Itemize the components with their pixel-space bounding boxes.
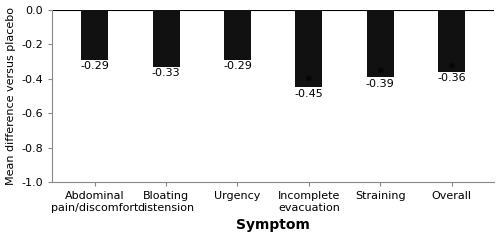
Bar: [224, 10, 251, 60]
Text: -0.29: -0.29: [80, 61, 109, 71]
Text: -0.29: -0.29: [223, 61, 252, 71]
Bar: [296, 10, 322, 87]
Text: *: *: [376, 67, 384, 82]
Text: -0.33: -0.33: [152, 68, 180, 78]
Bar: [81, 10, 108, 60]
Text: -0.45: -0.45: [294, 89, 323, 99]
Bar: [366, 10, 394, 77]
Bar: [438, 10, 465, 72]
Bar: [152, 10, 180, 67]
X-axis label: Symptom: Symptom: [236, 218, 310, 233]
Text: -0.39: -0.39: [366, 79, 394, 89]
Y-axis label: Mean difference versus placebo: Mean difference versus placebo: [6, 7, 16, 185]
Text: *: *: [305, 75, 312, 90]
Text: *: *: [448, 62, 456, 77]
Text: -0.36: -0.36: [438, 74, 466, 84]
